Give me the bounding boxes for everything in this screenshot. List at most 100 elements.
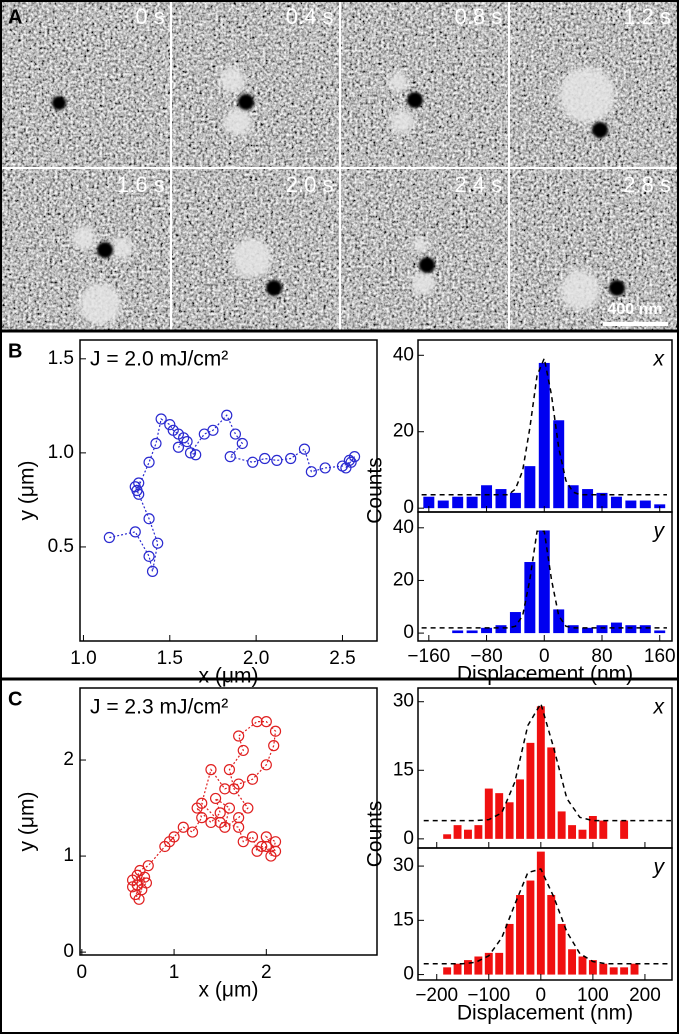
trajectory-point [247, 456, 259, 468]
bar [578, 956, 587, 975]
trajectory-point [214, 816, 226, 829]
x-tick-label: 2 [261, 962, 272, 983]
y-tick-label: 0 [403, 622, 414, 643]
trajectory-point [103, 531, 115, 544]
trajectory-point [260, 831, 272, 843]
trajectory-point [181, 435, 193, 448]
trajectory-point [140, 877, 153, 889]
trajectory-point [142, 860, 154, 872]
y-tick-label: 1.0 [48, 442, 74, 463]
panel-variable: y [652, 520, 666, 543]
trajectory-point [340, 462, 352, 474]
trajectory-point [246, 773, 259, 785]
plot-frame [417, 687, 673, 849]
trajectory-point [143, 456, 155, 468]
trajectory-point [143, 550, 155, 562]
bar [466, 630, 478, 634]
bar [588, 960, 597, 975]
trajectory-point [223, 764, 236, 776]
panel-label: C [8, 688, 22, 710]
trajectory-point [146, 565, 159, 577]
trajectory-point [205, 816, 217, 829]
trajectory-point [271, 454, 283, 466]
x-tick-label: 2.0 [243, 648, 269, 669]
bar [599, 963, 608, 975]
trajectory-point [237, 744, 249, 757]
frame-time: 2.4 s [455, 172, 503, 197]
trajectory-point [269, 845, 282, 857]
trajectory-point [233, 730, 245, 742]
frame-time: 0.4 s [286, 4, 334, 29]
plot-frame [417, 511, 673, 642]
bar [582, 627, 594, 634]
trajectory-point [229, 428, 242, 440]
trajectory-point [209, 792, 222, 805]
bar [538, 362, 550, 509]
bar [654, 630, 666, 634]
trajectory-point [133, 893, 145, 905]
x-tick-label: 0 [539, 646, 550, 667]
trajectory-point [268, 740, 280, 752]
x-tick-label: −160 [407, 646, 450, 667]
panel-label: B [8, 340, 22, 362]
bar [620, 820, 629, 839]
bar [526, 742, 535, 839]
trajectory-point [269, 836, 282, 848]
y-tick-label: 0 [403, 964, 414, 985]
x-axis-label: Displacement (nm) [457, 663, 633, 686]
bar [596, 492, 608, 509]
bar [484, 952, 493, 975]
trajectory-point [129, 526, 141, 538]
bar [547, 895, 556, 975]
bar [524, 466, 536, 509]
y-tick-label: 2 [63, 749, 74, 770]
bar [526, 880, 535, 975]
bar [423, 496, 435, 509]
bar [568, 825, 577, 839]
trajectory-point [233, 821, 245, 833]
y-tick-label: 40 [393, 344, 414, 365]
bar [610, 622, 622, 634]
trajectory-point [186, 826, 199, 838]
trajectory-point [131, 484, 143, 497]
bar [509, 612, 521, 634]
bar [547, 747, 556, 839]
trajectory-line [109, 414, 356, 572]
y-tick-label: 15 [393, 759, 414, 780]
trajectory-point [150, 437, 162, 450]
y-axis-label: Counts [364, 801, 387, 868]
x-axis-label: x (μm) [199, 665, 259, 688]
x-tick-label: −200 [415, 985, 458, 1006]
annotation: J = 2.0 mJ/cm² [90, 348, 228, 371]
trajectory-point [256, 840, 268, 853]
trajectory-point [236, 437, 248, 450]
trajectory-line [132, 721, 277, 901]
trajectory-point [233, 778, 245, 790]
bar [630, 963, 639, 975]
x-tick-label: 1.0 [70, 648, 96, 669]
bar [516, 895, 524, 975]
trajectory-point [251, 716, 263, 728]
bar [474, 956, 483, 975]
trajectory-point [163, 836, 176, 848]
y-tick-label: 20 [393, 421, 414, 442]
x-tick-label: 1.5 [157, 648, 183, 669]
trajectory-point [172, 441, 185, 453]
bar [596, 625, 608, 634]
trajectory-point [260, 716, 272, 728]
trajectory-point [184, 447, 197, 459]
y-axis-label: y (μm) [16, 792, 39, 852]
bar [567, 625, 579, 634]
bar [625, 500, 637, 509]
bar [536, 706, 545, 839]
trajectory-point [223, 802, 236, 814]
bar [484, 788, 493, 839]
trajectory-point [205, 764, 217, 776]
trajectory-point [246, 831, 259, 843]
bar [509, 492, 521, 509]
bar [582, 489, 594, 509]
bar [557, 923, 566, 975]
panel-variable: x [653, 348, 666, 371]
